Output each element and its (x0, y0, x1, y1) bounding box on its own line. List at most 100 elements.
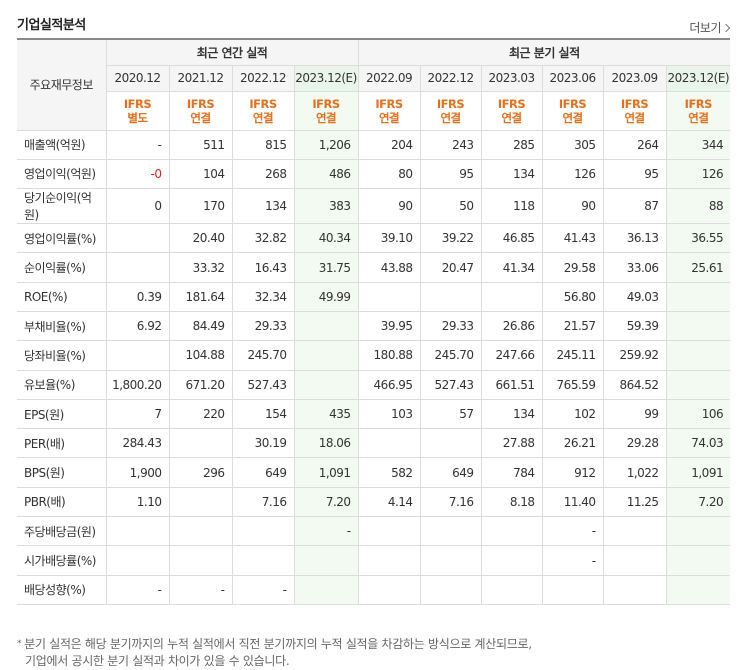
table-cell: 7.20 (293, 486, 359, 518)
period-header: 2023.12(E) (293, 64, 359, 92)
table-cell: 284.43 (105, 428, 170, 459)
table-row: ROE(%) 0.39 181.64 32.34 49.99 56.80 49.03 (17, 281, 731, 312)
table-cell: 57 (419, 398, 482, 430)
table-cell (419, 281, 482, 312)
table-cell: 435 (293, 398, 359, 430)
table-cell: 259.92 (602, 340, 667, 371)
table-cell (602, 574, 667, 605)
row-label: 시가배당률(%) (17, 545, 107, 576)
table-cell: 95 (602, 158, 667, 190)
table-row: PER(배) 284.43 30.19 18.06 27.88 26.21 29.28 74.… (17, 428, 731, 459)
more-link[interactable]: 더보기 (689, 19, 731, 36)
table-cell: 27.88 (480, 428, 543, 459)
table-cell: 29.33 (419, 310, 482, 342)
table-cell: 104.88 (168, 340, 233, 371)
table-cell: 1,206 (293, 129, 359, 160)
table-cell: 1,022 (602, 457, 667, 488)
table-cell (419, 574, 482, 605)
table-cell: 582 (357, 457, 421, 488)
basis-label: 별도 (127, 110, 148, 125)
row-label: PBR(배) (17, 486, 107, 518)
table-cell: 43.88 (357, 252, 421, 283)
table-cell: 247.66 (480, 340, 543, 371)
table-cell: 1,091 (665, 457, 731, 488)
row-label: 매출액(억원) (17, 130, 107, 160)
table-cell: 220 (168, 398, 233, 430)
period-header: 2020.12 (105, 64, 170, 92)
table-cell: 6.92 (105, 310, 170, 342)
table-cell: 33.06 (602, 252, 667, 283)
table-cell: 154 (231, 398, 295, 430)
basis-label: 연결 (501, 110, 522, 125)
table-cell: 39.10 (357, 223, 421, 254)
table-cell: 864.52 (602, 369, 667, 400)
ifrs-label: IFRS (620, 96, 649, 111)
table-cell: 245.11 (541, 340, 604, 371)
ifrs-basis-header: IFRS 연결 (602, 90, 667, 131)
ifrs-basis-header: IFRS 연결 (231, 90, 295, 131)
table-cell: 106 (665, 398, 731, 430)
ifrs-label: IFRS (186, 96, 215, 111)
table-cell (419, 428, 482, 459)
period-header: 2023.12(E) (665, 64, 731, 92)
table-cell: 180.88 (357, 340, 421, 371)
table-cell (480, 281, 543, 312)
table-cell: 95 (419, 158, 482, 190)
table-cell: 7.20 (665, 486, 731, 518)
table-cell (105, 545, 170, 576)
table-cell: - (105, 574, 170, 605)
table-cell (665, 574, 731, 605)
table-cell (665, 369, 731, 400)
table-cell: 21.57 (541, 310, 604, 342)
table-cell: 104 (168, 158, 233, 190)
quarter-group-header: 최근 분기 실적 (357, 39, 731, 66)
table-cell: 102 (541, 398, 604, 430)
table-cell: 49.03 (602, 281, 667, 312)
table-cell (602, 516, 667, 547)
ifrs-label: IFRS (436, 96, 465, 111)
table-cell: 99 (602, 398, 667, 430)
table-cell: 7.16 (231, 486, 295, 518)
table-cell: 383 (293, 188, 359, 225)
table-cell: 7.16 (419, 486, 482, 518)
row-label: 영업이익률(%) (17, 223, 107, 254)
table-cell: 912 (541, 457, 604, 488)
table-cell (168, 428, 233, 459)
row-label: 당기순이익(억원) (17, 188, 107, 225)
table-cell (293, 574, 359, 605)
table-cell: 90 (541, 188, 604, 225)
row-label: 당좌비율(%) (17, 340, 107, 371)
table-cell: 511 (168, 129, 233, 160)
ifrs-basis-header: IFRS 연결 (480, 90, 543, 131)
ifrs-basis-header: IFRS 별도 (105, 90, 170, 131)
table-cell (665, 281, 731, 312)
table-cell: 80 (357, 158, 421, 190)
period-header: 2023.09 (602, 64, 667, 92)
table-cell: 32.82 (231, 223, 295, 254)
ifrs-basis-header: IFRS 연결 (357, 90, 421, 131)
ifrs-label: IFRS (558, 96, 587, 111)
table-cell: 29.58 (541, 252, 604, 283)
table-cell: 181.64 (168, 281, 233, 312)
period-header: 2021.12 (168, 64, 233, 92)
table-cell: 11.40 (541, 486, 604, 518)
table-cell: 1,800.20 (105, 369, 170, 400)
table-cell (293, 310, 359, 342)
table-row: 유보율(%) 1,800.20 671.20 527.43 466.95 527.43 66… (17, 369, 731, 400)
table-cell: 1,900 (105, 457, 170, 488)
basis-label: 연결 (440, 110, 461, 125)
table-cell: 134 (231, 188, 295, 225)
table-cell: 245.70 (419, 340, 482, 371)
table-row: 영업이익(억원) -0 104 268 486 80 95 134 126 95 126 (17, 158, 731, 190)
table-cell: 527.43 (419, 369, 482, 400)
table-cell: 40.34 (293, 223, 359, 254)
table-cell: 36.55 (665, 223, 731, 254)
table-cell: 26.86 (480, 310, 543, 342)
table-cell: 29.33 (231, 310, 295, 342)
period-header: 2022.09 (357, 64, 421, 92)
table-cell (293, 340, 359, 371)
ifrs-basis-header: IFRS 연결 (419, 90, 482, 131)
ifrs-label: IFRS (123, 96, 152, 111)
ifrs-label: IFRS (249, 96, 277, 111)
row-label: ROE(%) (17, 281, 107, 312)
